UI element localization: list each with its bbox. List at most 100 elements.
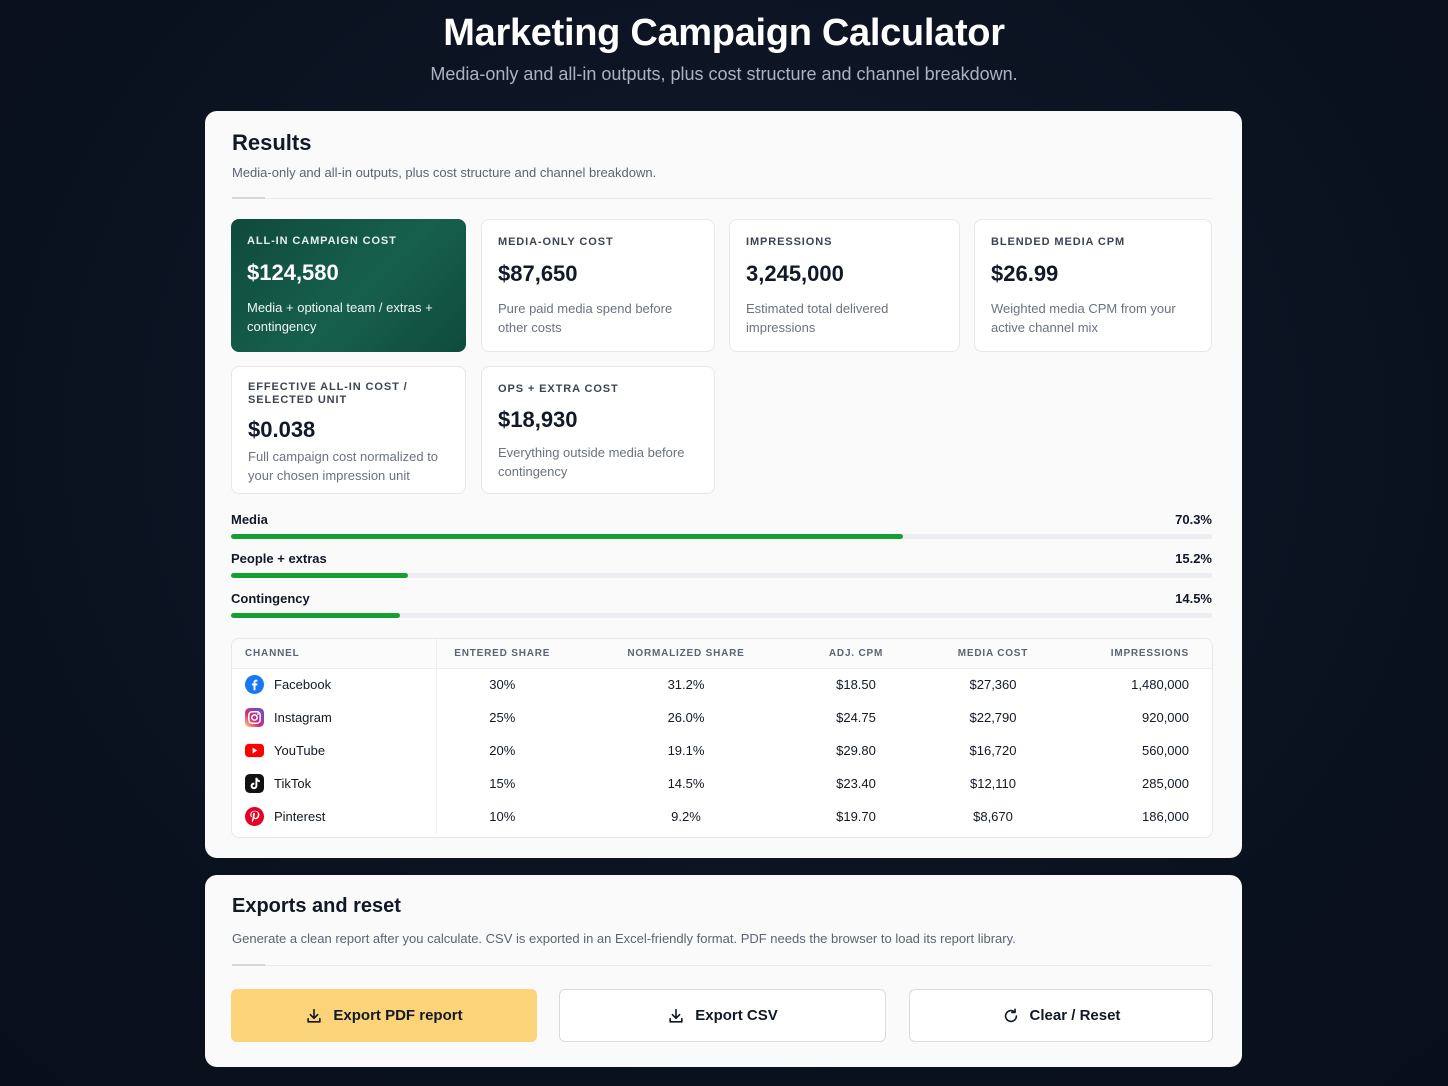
impressions-cell: 560,000 xyxy=(1142,743,1189,758)
impressions-card: IMPRESSIONS 3,245,000 Estimated total de… xyxy=(729,219,960,352)
card-value: $0.038 xyxy=(248,417,316,442)
channel-cell: TikTok xyxy=(232,767,437,800)
table-header-row: CHANNEL ENTERED SHARE NORMALIZED SHARE A… xyxy=(232,639,1212,669)
blended-cpm-card: BLENDED MEDIA CPM $26.99 Weighted media … xyxy=(974,219,1212,352)
page-subtitle: Media-only and all-in outputs, plus cost… xyxy=(430,64,1018,84)
bar-fill xyxy=(231,613,400,618)
ops-extra-cost-card: OPS + EXTRA COST $18,930 Everything outs… xyxy=(481,366,715,494)
results-divider-accent xyxy=(232,197,265,199)
all-in-cost-card: ALL-IN CAMPAIGN COST $124,580 Media + op… xyxy=(231,219,466,352)
exports-panel: Exports and reset Generate a clean repor… xyxy=(205,875,1242,1067)
results-description: Media-only and all-in outputs, plus cost… xyxy=(232,165,657,180)
exports-description: Generate a clean report after you calcul… xyxy=(232,931,1016,946)
card-description: Media + optional team / extras + conting… xyxy=(247,300,433,334)
bar-track xyxy=(231,613,1212,618)
card-label: EFFECTIVE ALL-IN COST / SELECTED UNIT xyxy=(248,381,408,406)
channel-cell: Facebook xyxy=(232,668,437,701)
bar-label: Contingency xyxy=(231,591,310,606)
results-title: Results xyxy=(232,130,312,155)
effective-cost-card: EFFECTIVE ALL-IN COST / SELECTED UNIT $0… xyxy=(231,366,466,494)
export-csv-button[interactable]: Export CSV xyxy=(559,989,886,1042)
media-cost-cell: $22,790 xyxy=(969,710,1017,725)
clear-reset-label: Clear / Reset xyxy=(1029,1007,1121,1024)
instagram-icon xyxy=(245,708,264,727)
media-cost-cell: $27,360 xyxy=(969,677,1017,693)
card-description: Weighted media CPM from your active chan… xyxy=(991,301,1176,335)
channel-name: YouTube xyxy=(274,743,326,758)
normalized-share-cell: 19.1% xyxy=(667,743,705,758)
exports-divider-accent xyxy=(232,964,265,966)
header-adj-cpm: ADJ. CPM xyxy=(804,639,908,669)
bar-label: Media xyxy=(231,512,268,527)
bar-fill xyxy=(231,534,903,539)
adj-cpm-cell: $18.50 xyxy=(836,677,876,693)
channel-cell: Instagram xyxy=(232,701,437,734)
entered-share-cell: 10% xyxy=(489,809,516,824)
adj-cpm-cell: $29.80 xyxy=(836,743,876,758)
impressions-cell: 1,480,000 xyxy=(1131,677,1189,693)
export-csv-label: Export CSV xyxy=(695,1007,778,1024)
table-row: Facebook 30% 31.2% $18.50 $27,360 1,480,… xyxy=(232,668,1212,701)
card-value: $87,650 xyxy=(498,261,578,286)
normalized-share-cell: 9.2% xyxy=(671,809,701,824)
card-label: ALL-IN CAMPAIGN COST xyxy=(247,235,397,247)
impressions-cell: 920,000 xyxy=(1142,710,1189,725)
export-pdf-label: Export PDF report xyxy=(333,1007,463,1024)
table-row: TikTok 15% 14.5% $23.40 $12,110 285,000 xyxy=(232,767,1212,800)
header-entered-share: ENTERED SHARE xyxy=(436,639,568,669)
media-cost-cell: $8,670 xyxy=(973,809,1013,824)
normalized-share-cell: 31.2% xyxy=(667,677,705,693)
entered-share-cell: 30% xyxy=(489,677,516,693)
impressions-cell: 285,000 xyxy=(1142,776,1189,791)
adj-cpm-cell: $19.70 xyxy=(836,809,876,824)
normalized-share-cell: 14.5% xyxy=(667,776,705,791)
pinterest-icon xyxy=(245,807,264,826)
header-channel: CHANNEL xyxy=(232,639,437,669)
bar-track xyxy=(231,534,1212,539)
channel-name: Pinterest xyxy=(274,809,326,824)
bar-percent: 14.5% xyxy=(1175,591,1212,606)
header-media-cost: MEDIA COST xyxy=(908,639,1078,669)
channel-table: CHANNEL ENTERED SHARE NORMALIZED SHARE A… xyxy=(231,638,1213,838)
entered-share-cell: 15% xyxy=(489,776,516,791)
page-title: Marketing Campaign Calculator xyxy=(443,12,1005,54)
results-panel: Results Media-only and all-in outputs, p… xyxy=(205,111,1242,858)
channel-name: Facebook xyxy=(274,677,332,693)
table-row: Pinterest 10% 9.2% $19.70 $8,670 186,000 xyxy=(232,800,1212,833)
refresh-icon xyxy=(1004,1007,1017,1022)
card-description: Full campaign cost normalized to your ch… xyxy=(248,449,439,483)
card-value: $18,930 xyxy=(498,407,578,432)
header-impressions: IMPRESSIONS xyxy=(1078,639,1212,669)
download-icon xyxy=(669,1008,683,1023)
bar-percent: 70.3% xyxy=(1175,512,1212,527)
card-description: Estimated total delivered impressions xyxy=(746,301,889,335)
bar-fill xyxy=(231,573,408,578)
facebook-icon xyxy=(245,675,264,695)
clear-reset-button[interactable]: Clear / Reset xyxy=(909,989,1213,1042)
entered-share-cell: 20% xyxy=(489,743,516,758)
results-divider xyxy=(232,198,1212,199)
card-description: Everything outside media before continge… xyxy=(498,445,685,479)
media-cost-cell: $12,110 xyxy=(969,776,1017,791)
normalized-share-cell: 26.0% xyxy=(667,710,705,725)
cost-bar-people-extras: People + extras 15.2% xyxy=(231,551,1212,591)
media-cost-cell: $16,720 xyxy=(969,743,1017,758)
exports-title: Exports and reset xyxy=(232,895,401,917)
tiktok-icon xyxy=(245,774,264,793)
card-label: IMPRESSIONS xyxy=(746,236,833,248)
bar-track xyxy=(231,573,1212,578)
bar-label: People + extras xyxy=(231,551,327,566)
channel-name: Instagram xyxy=(274,710,332,725)
export-pdf-button[interactable]: Export PDF report xyxy=(231,989,537,1042)
channel-cell: Pinterest xyxy=(232,800,437,833)
header-normalized-share: NORMALIZED SHARE xyxy=(568,639,804,669)
adj-cpm-cell: $24.75 xyxy=(836,710,876,725)
table-row: Instagram 25% 26.0% $24.75 $22,790 920,0… xyxy=(232,701,1212,734)
card-label: MEDIA-ONLY COST xyxy=(498,236,614,248)
download-icon xyxy=(307,1008,322,1023)
bar-percent: 15.2% xyxy=(1175,551,1212,566)
youtube-icon xyxy=(245,743,264,758)
card-value: $124,580 xyxy=(247,260,339,285)
impressions-cell: 186,000 xyxy=(1142,809,1189,824)
exports-divider xyxy=(232,965,1212,966)
